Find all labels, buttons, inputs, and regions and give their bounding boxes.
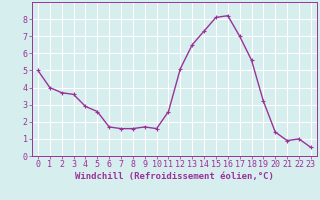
X-axis label: Windchill (Refroidissement éolien,°C): Windchill (Refroidissement éolien,°C)	[75, 172, 274, 181]
